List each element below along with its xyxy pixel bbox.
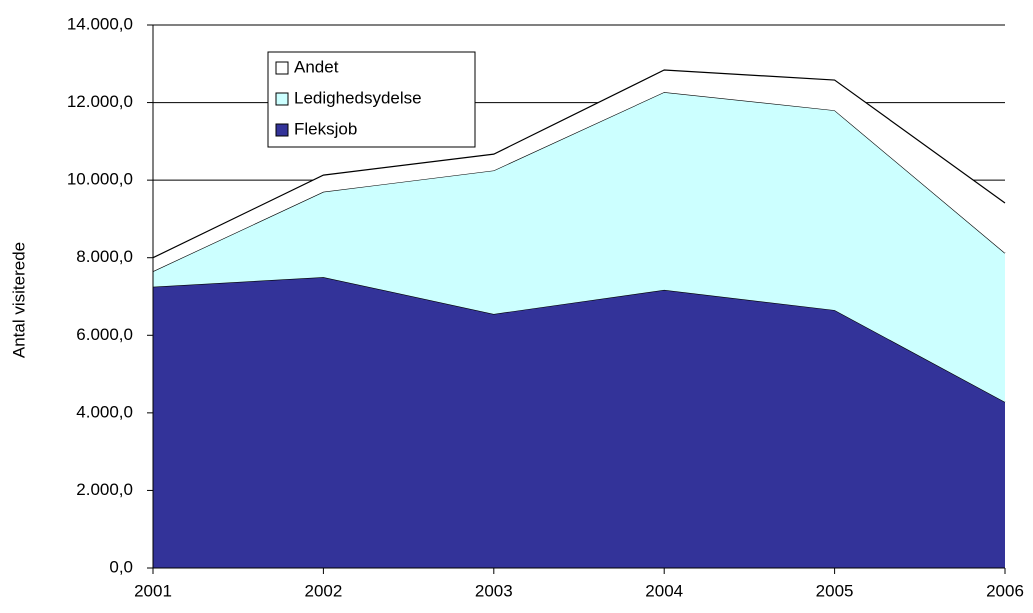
y-tick-label: 0,0 xyxy=(109,557,133,576)
x-tick-label: 2006 xyxy=(986,581,1024,600)
area-outline xyxy=(152,69,1006,259)
x-tick-label: 2003 xyxy=(475,581,513,600)
legend-swatch xyxy=(275,123,289,137)
x-tick-label: 2001 xyxy=(134,581,172,600)
y-tick-label: 2.000,0 xyxy=(76,480,133,499)
x-tick-label: 2005 xyxy=(816,581,854,600)
legend-swatch xyxy=(275,61,289,75)
legend-label: Ledighedsydelse xyxy=(294,88,422,107)
x-tick-label: 2002 xyxy=(304,581,342,600)
legend-box xyxy=(267,51,476,148)
y-axis-label: Antal visiterede xyxy=(9,242,28,358)
legend-swatch xyxy=(275,92,289,106)
y-tick-label: 4.000,0 xyxy=(76,402,133,421)
x-tick-label: 2004 xyxy=(645,581,683,600)
y-tick-label: 6.000,0 xyxy=(76,325,133,344)
y-tick-label: 10.000,0 xyxy=(67,170,133,189)
y-tick-label: 12.000,0 xyxy=(67,92,133,111)
area xyxy=(153,92,1005,402)
y-tick-label: 8.000,0 xyxy=(76,247,133,266)
y-tick-label: 14.000,0 xyxy=(67,14,133,33)
area xyxy=(153,277,1005,568)
legend-label: Andet xyxy=(294,57,339,76)
legend-label: Fleksjob xyxy=(294,119,357,138)
